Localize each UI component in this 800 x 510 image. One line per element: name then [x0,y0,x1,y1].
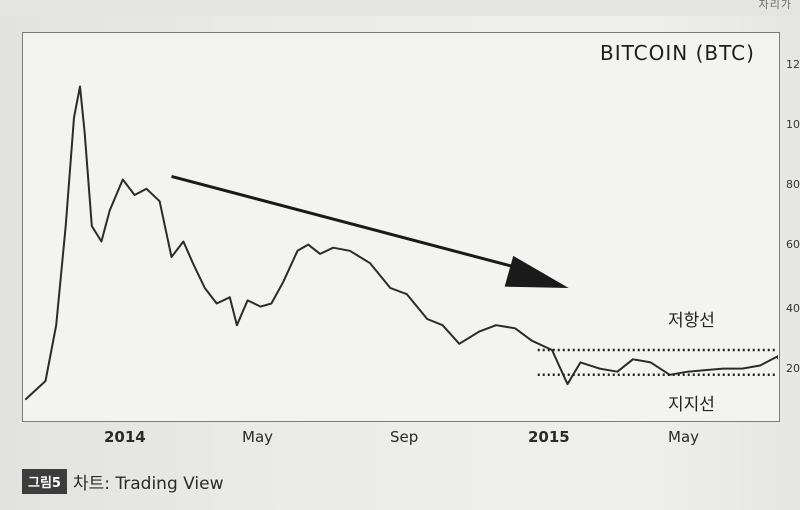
trend-arrow-head [504,255,569,288]
top-corner-text: 자리가 [758,0,792,11]
y-tick-label: 1200 [786,58,800,71]
price-chart [24,85,778,401]
x-tick-label: Sep [390,428,419,446]
y-tick-label: 800 [786,178,800,191]
chart-frame [22,32,780,422]
trend-arrow-shaft [171,174,520,270]
y-tick-label: 200 [786,362,800,375]
y-tick-label: 600 [786,238,800,251]
x-tick-label: 2014 [104,428,146,446]
caption-text: 차트: Trading View [72,473,224,494]
y-tick-label: 400 [786,302,800,315]
chart-title: BITCOIN (BTC) [600,41,755,65]
figure-number-badge: 그림5 [22,468,67,494]
support-label: 지지선 [668,395,715,415]
figure-caption: 그림5 차트: Trading View [22,468,224,494]
y-tick-label: 1000 [786,118,800,131]
price-series-line [24,85,778,401]
x-tick-label: May [668,428,700,446]
resistance-label: 저항선 [668,311,715,331]
top-page-strip: 자리가 [0,0,800,16]
x-tick-label: 2015 [528,428,570,446]
x-tick-label: May [242,428,274,446]
